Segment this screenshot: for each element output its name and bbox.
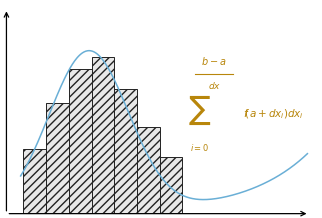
Text: $i = 0$: $i = 0$: [190, 141, 209, 153]
Bar: [137, 127, 160, 214]
Bar: [114, 89, 137, 214]
Bar: [69, 69, 92, 214]
Text: $b - a$: $b - a$: [201, 55, 227, 67]
Bar: [24, 149, 46, 214]
Bar: [160, 157, 183, 214]
Text: $\sum$: $\sum$: [188, 94, 211, 127]
Bar: [46, 103, 69, 214]
Text: $f\!\left(a+dx_i\right)dx_i$: $f\!\left(a+dx_i\right)dx_i$: [243, 107, 304, 121]
Bar: [92, 56, 114, 214]
Text: $dx$: $dx$: [208, 80, 221, 90]
